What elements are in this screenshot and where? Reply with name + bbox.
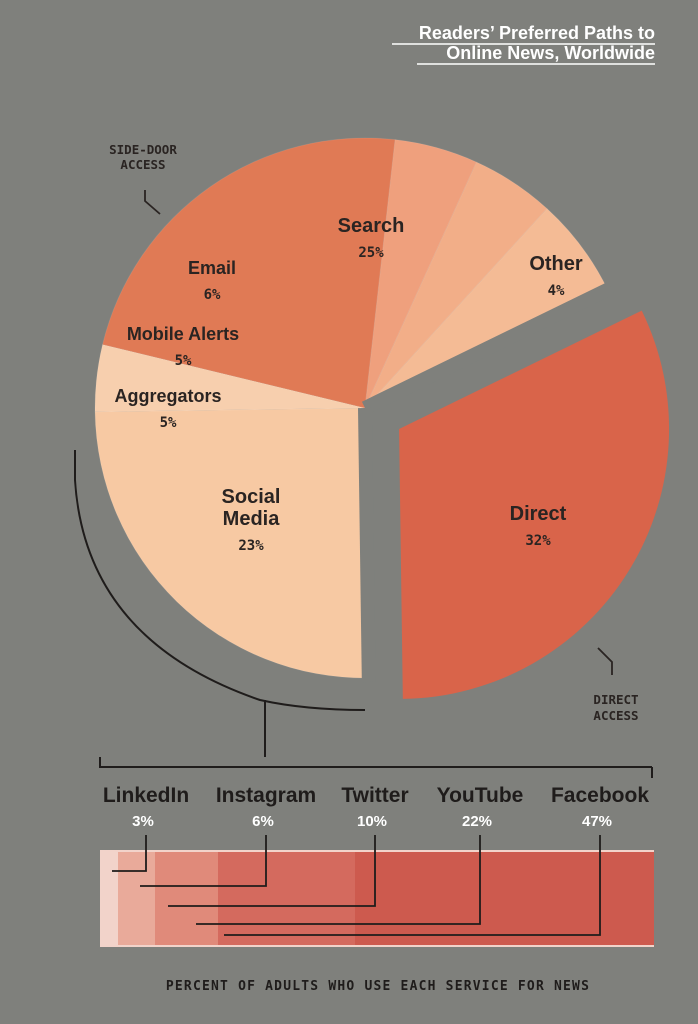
slice-name-social-media-0: Social xyxy=(222,486,281,508)
slice-value-social-media: 23% xyxy=(238,538,264,554)
service-connector-youtube xyxy=(196,835,481,925)
side-door-annotation: SIDE-DOOR ACCESS xyxy=(109,142,177,215)
slice-value-other: 4% xyxy=(548,283,565,299)
slice-value-search: 25% xyxy=(358,245,384,261)
direct-access-leader xyxy=(597,647,613,675)
slice-name-social-media-1: Media xyxy=(223,508,281,530)
service-name-facebook: Facebook xyxy=(551,784,649,807)
direct-access-line-1: DIRECT xyxy=(593,692,638,707)
slice-name-email: Email xyxy=(188,258,236,278)
services-bar-chart: LinkedIn 3% Instagram 6% Twitter 10% YouTube 22… xyxy=(100,784,654,947)
slice-other xyxy=(94,343,366,413)
service-twitter: Twitter 10% xyxy=(168,784,409,907)
service-name-linkedin: LinkedIn xyxy=(103,784,189,807)
slice-label-search: Search 25% xyxy=(338,215,405,261)
service-connector-facebook xyxy=(224,835,601,936)
slice-value-mobile-alerts: 5% xyxy=(175,353,192,369)
slice-gap xyxy=(361,281,615,415)
side-door-line-1: SIDE-DOOR xyxy=(109,142,177,157)
bar-band-facebook xyxy=(355,852,654,945)
slice-name-other: Other xyxy=(529,253,583,275)
slice-label-aggregators: Aggregators 5% xyxy=(114,386,221,431)
title-line-2: Online News, Worldwide xyxy=(446,43,655,63)
service-facebook: Facebook 47% xyxy=(224,784,649,936)
slice-search xyxy=(94,407,370,679)
slice-social-media xyxy=(101,137,396,409)
slice-label-other: Other 4% xyxy=(529,253,583,299)
slice-value-email: 6% xyxy=(204,287,221,303)
slice-value-aggregators: 5% xyxy=(160,415,177,431)
direct-access-line-2: ACCESS xyxy=(593,708,638,723)
slice-gap xyxy=(358,407,376,683)
service-value-twitter: 10% xyxy=(357,813,387,830)
service-value-youtube: 22% xyxy=(462,813,492,830)
slice-value-direct: 32% xyxy=(525,533,551,549)
services-bracket xyxy=(99,757,653,778)
slice-mobile-alerts xyxy=(364,161,548,409)
service-connector-twitter xyxy=(168,835,376,907)
service-value-facebook: 47% xyxy=(582,813,612,830)
slice-name-direct: Direct xyxy=(510,503,567,525)
service-linkedin: LinkedIn 3% xyxy=(103,784,189,872)
slice-name-mobile-alerts: Mobile Alerts xyxy=(127,324,239,344)
title-line-1: Readers’ Preferred Paths to xyxy=(419,23,655,43)
direct-access-annotation: DIRECT ACCESS xyxy=(593,647,639,723)
service-connector-instagram xyxy=(140,835,267,887)
chart-title: Readers’ Preferred Paths to Online News,… xyxy=(392,23,655,65)
service-youtube: YouTube 22% xyxy=(196,784,524,925)
social-media-bracket xyxy=(74,450,366,711)
services-caption: PERCENT OF ADULTS WHO USE EACH SERVICE F… xyxy=(166,979,590,994)
slice-name-search: Search xyxy=(338,215,405,237)
slice-label-mobile-alerts: Mobile Alerts 5% xyxy=(127,324,239,369)
service-connector-linkedin xyxy=(112,835,147,872)
slice-aggregators xyxy=(364,139,478,409)
service-value-instagram: 6% xyxy=(252,813,274,830)
service-value-linkedin: 3% xyxy=(132,813,154,830)
slice-label-email: Email 6% xyxy=(188,258,236,303)
side-door-leader xyxy=(144,190,161,215)
side-door-line-2: ACCESS xyxy=(120,157,165,172)
service-name-twitter: Twitter xyxy=(341,784,408,807)
slice-name-aggregators: Aggregators xyxy=(114,386,221,406)
slice-label-direct: Direct 32% xyxy=(510,503,567,549)
service-name-youtube: YouTube xyxy=(437,784,524,807)
slice-direct xyxy=(399,310,670,699)
service-instagram: Instagram 6% xyxy=(140,784,316,887)
service-name-instagram: Instagram xyxy=(216,784,316,807)
